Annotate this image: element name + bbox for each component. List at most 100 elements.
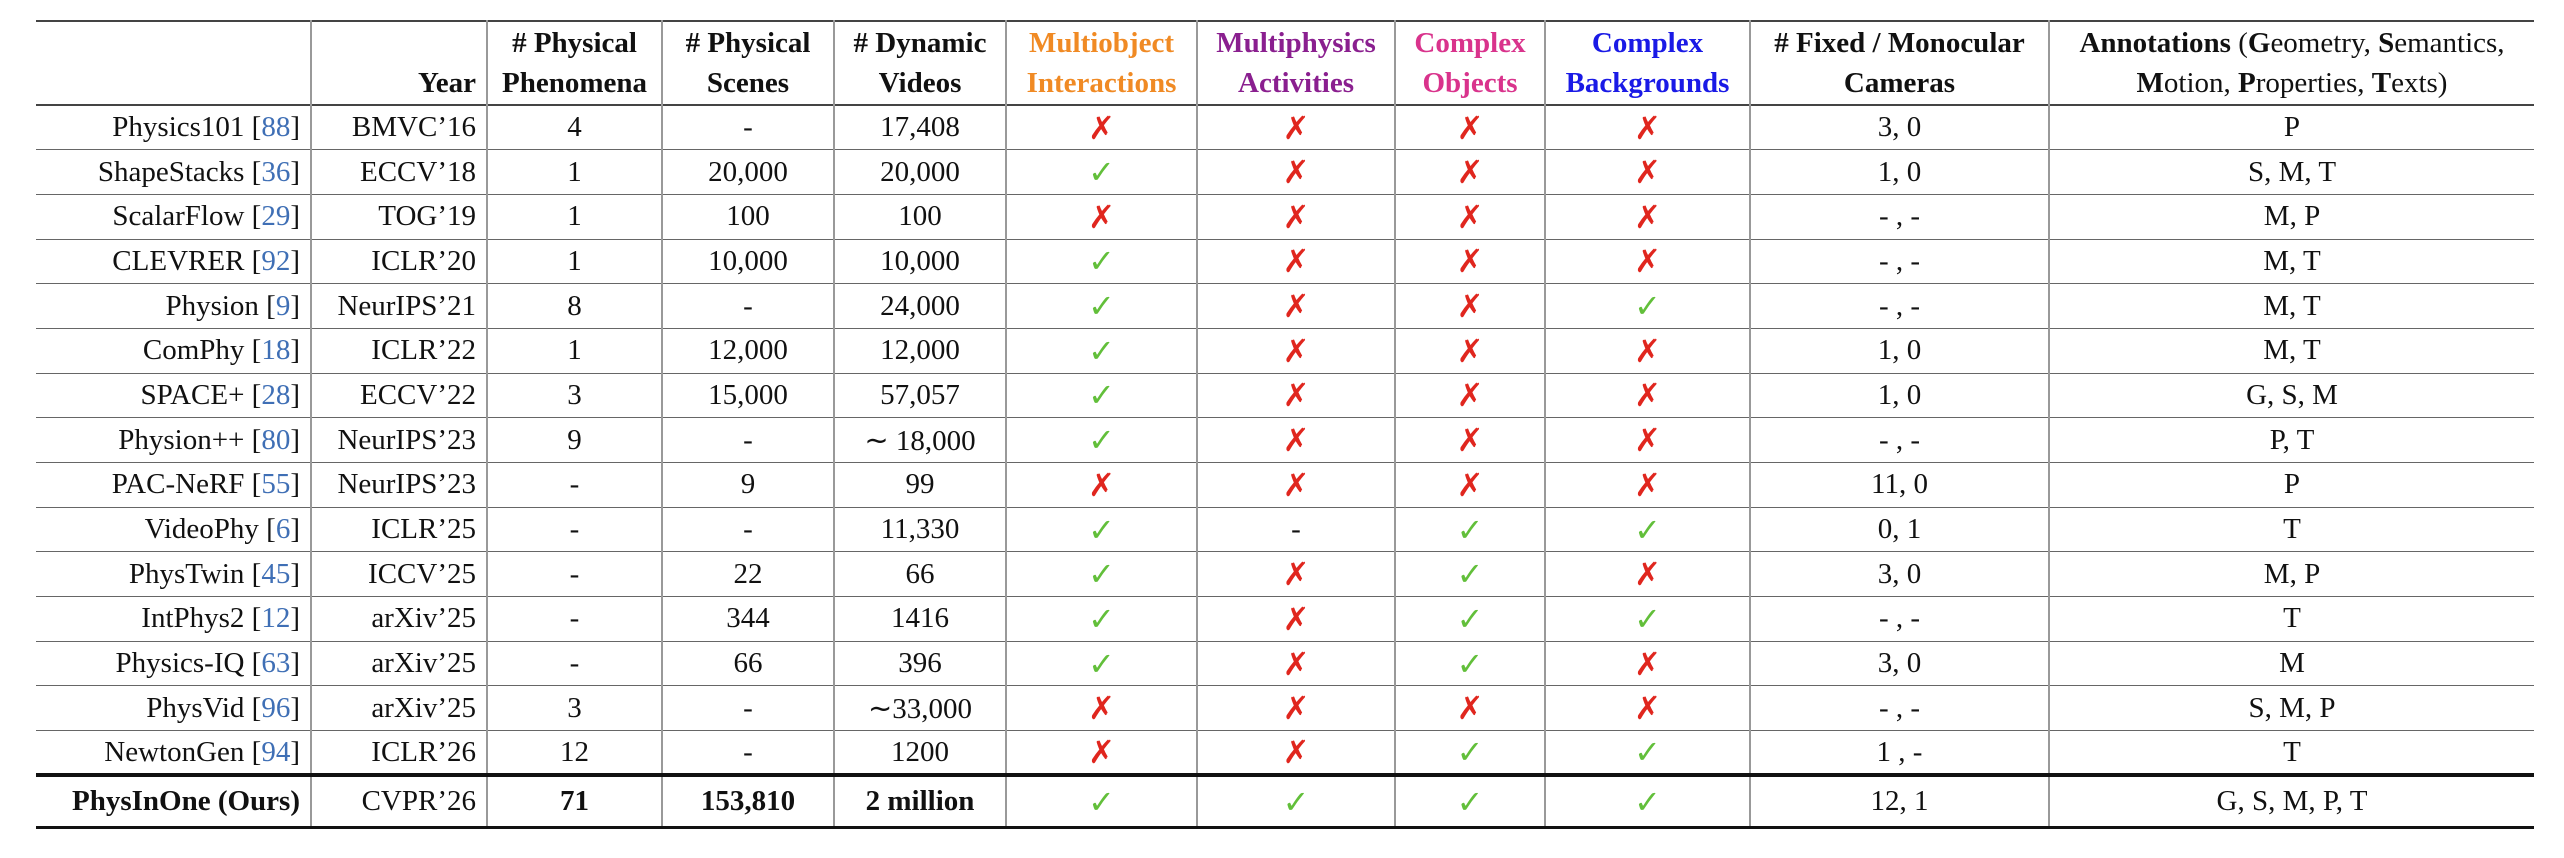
table-cell: NeurIPS’23 <box>310 417 488 463</box>
table-cell: - , - <box>1749 239 2050 284</box>
table-cell: ✗ <box>1394 149 1546 195</box>
table-cell: ✗ <box>1005 730 1198 776</box>
table-cell: 12, 1 <box>1749 775 2050 828</box>
method-name: Physion [ <box>165 289 276 322</box>
table-cell: S, M, P <box>2048 685 2534 731</box>
method-name: ] <box>290 334 300 367</box>
column-header <box>36 21 312 105</box>
table-cell: G, S, M <box>2048 373 2534 418</box>
table-cell: M, T <box>2048 283 2534 329</box>
table-cell: - <box>1196 507 1396 552</box>
table-cell: S, M, T <box>2048 149 2534 195</box>
table-cell: ✓ <box>1544 775 1751 828</box>
header-text: Year <box>418 67 476 99</box>
table-cell: ✓ <box>1394 641 1546 686</box>
header-segment: T <box>2371 67 2392 99</box>
citation: 94 <box>261 735 291 768</box>
table-cell: ✗ <box>1544 105 1751 150</box>
table-cell: NeurIPS’21 <box>310 283 488 329</box>
table-cell: 0, 1 <box>1749 507 2050 552</box>
header-text: Cameras <box>1843 67 1956 99</box>
table-cell: 57,057 <box>833 373 1007 418</box>
table-cell: 4 <box>486 105 663 150</box>
table-cell: 344 <box>661 596 835 642</box>
table-cell: ✗ <box>1394 685 1546 731</box>
table-cell: ✗ <box>1196 685 1396 731</box>
table-cell: NeurIPS’23 <box>310 462 488 508</box>
table-cell: ✗ <box>1394 373 1546 418</box>
table-cell: 10,000 <box>661 239 835 284</box>
table-cell: 1 <box>486 328 663 374</box>
method-name: ] <box>290 691 300 724</box>
header-text: Interactions <box>1026 67 1177 99</box>
table-cell: ✗ <box>1196 283 1396 329</box>
table-header: Year # Physical Phenomena # Physical Scenes #… <box>36 21 2534 105</box>
table-cell: ✗ <box>1005 105 1198 150</box>
table-cell: ✓ <box>1394 730 1546 776</box>
table-row: IntPhys2 [12] arXiv’25-344 1416 ✓ ✗ ✓ ✓ - , -T <box>36 596 2534 642</box>
method-cell: Physics101 [88] <box>36 105 312 150</box>
table-cell: 396 <box>833 641 1007 686</box>
method-cell: CLEVRER [92] <box>36 239 312 284</box>
table-cell: T <box>2048 596 2534 642</box>
header-text: Activities <box>1238 67 1354 99</box>
table-cell: ✗ <box>1544 551 1751 597</box>
method-name: Physics-IQ [ <box>115 647 262 680</box>
citation: 63 <box>261 647 291 680</box>
table-cell: 9 <box>661 462 835 508</box>
table-cell: 100 <box>661 194 835 240</box>
table-cell: - <box>486 462 663 508</box>
table-cell: TOG’19 <box>310 194 488 240</box>
method-name: ] <box>290 244 300 277</box>
table-cell: ICLR’26 <box>310 730 488 776</box>
header-segment: ( <box>2230 27 2248 59</box>
table-cell: 3, 0 <box>1749 641 2050 686</box>
table-cell: ✗ <box>1005 462 1198 508</box>
table-cell: 66 <box>661 641 835 686</box>
table-cell: 1 , - <box>1749 730 2050 776</box>
table-cell: ✗ <box>1394 417 1546 463</box>
table-cell: 2 million <box>833 775 1007 828</box>
method-cell: PhysVid [96] <box>36 685 312 731</box>
table-cell: ✗ <box>1196 417 1396 463</box>
table-cell: ✓ <box>1005 551 1198 597</box>
table-cell: ✗ <box>1005 194 1198 240</box>
header-row: Year # Physical Phenomena # Physical Scenes #… <box>36 21 2534 105</box>
table-cell: 153,810 <box>661 775 835 828</box>
header-segment: eometry, <box>2270 27 2379 59</box>
table-cell: ✓ <box>1544 730 1751 776</box>
citation: 45 <box>261 557 291 590</box>
method-cell: ComPhy [18] <box>36 328 312 374</box>
table-cell: - <box>661 105 835 150</box>
method-name: ] <box>290 378 300 411</box>
column-header: # Physical Phenomena <box>486 21 663 105</box>
header-segment: Annotations <box>2079 27 2231 59</box>
table-cell: ✓ <box>1005 239 1198 284</box>
column-header: Annotations (Geometry, Semantics, Motion,… <box>2048 21 2534 105</box>
method-name: ] <box>290 468 300 501</box>
column-header: Year <box>310 21 488 105</box>
table-cell: M, T <box>2048 328 2534 374</box>
method-cell: ScalarFlow [29] <box>36 194 312 240</box>
method-name: SPACE+ [ <box>140 378 262 411</box>
column-header: # Dynamic Videos <box>833 21 1007 105</box>
table-cell: ✓ <box>1005 641 1198 686</box>
table-cell: 11, 0 <box>1749 462 2050 508</box>
column-header: Complex Backgrounds <box>1544 21 1751 105</box>
table-cell: ✓ <box>1394 551 1546 597</box>
table-cell: 3, 0 <box>1749 105 2050 150</box>
header-text: Complex <box>1414 27 1526 59</box>
table-cell: ✗ <box>1394 239 1546 284</box>
citation: 12 <box>261 602 291 635</box>
table-cell: ∼33,000 <box>833 685 1007 731</box>
citation: 36 <box>261 155 291 188</box>
table-cell: ✓ <box>1544 507 1751 552</box>
table-cell: ✓ <box>1394 596 1546 642</box>
table-cell: ✓ <box>1005 149 1198 195</box>
table-row: ScalarFlow [29] TOG’19 1 100 100 ✗ ✗ ✗ ✗ - , - M, … <box>36 194 2534 240</box>
table-cell: ✗ <box>1196 149 1396 195</box>
table-cell: 3, 0 <box>1749 551 2050 597</box>
